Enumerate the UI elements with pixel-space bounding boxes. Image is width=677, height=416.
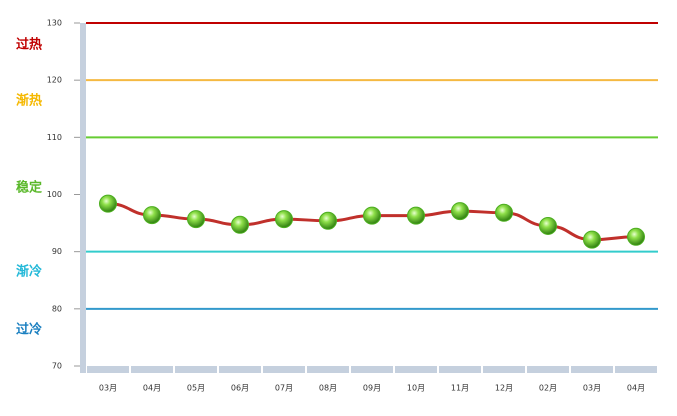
- data-point: [187, 210, 205, 229]
- x-band: [439, 366, 481, 373]
- data-point: [99, 194, 117, 213]
- x-tick-label: 09月: [363, 384, 381, 393]
- x-band: [351, 366, 393, 373]
- x-band: [571, 366, 613, 373]
- x-tick-label: 03月: [99, 384, 117, 393]
- data-point: [451, 202, 469, 221]
- y-axis-bar: [80, 23, 86, 373]
- zone-label: 过冷: [16, 322, 42, 338]
- x-tick-label: 07月: [275, 384, 293, 393]
- x-tick-label: 10月: [407, 384, 425, 393]
- x-band: [87, 366, 129, 373]
- zone-label: 过热: [16, 37, 42, 53]
- x-band: [131, 366, 173, 373]
- data-point: [407, 206, 425, 225]
- x-band: [263, 366, 305, 373]
- data-point: [231, 215, 249, 234]
- y-tick-label: 90: [52, 247, 62, 256]
- data-point: [275, 210, 293, 229]
- data-point: [627, 227, 645, 246]
- x-band: [175, 366, 217, 373]
- y-tick-label: 100: [47, 190, 62, 199]
- x-band: [395, 366, 437, 373]
- x-band: [307, 366, 349, 373]
- x-tick-label: 04月: [143, 384, 161, 393]
- x-tick-label: 12月: [495, 384, 513, 393]
- data-point: [539, 216, 557, 235]
- y-tick-label: 120: [47, 76, 62, 85]
- y-tick-label: 110: [47, 133, 62, 142]
- x-tick-label: 11月: [451, 384, 469, 393]
- x-tick-label: 05月: [187, 384, 205, 393]
- x-band: [219, 366, 261, 373]
- zone-label: 渐热: [16, 93, 42, 109]
- y-tick-label: 70: [52, 362, 62, 371]
- zone-label: 稳定: [16, 180, 42, 196]
- x-tick-label: 08月: [319, 384, 337, 393]
- x-tick-label: 02月: [539, 384, 557, 393]
- x-tick-label: 03月: [583, 384, 601, 393]
- zone-label: 渐冷: [16, 264, 42, 280]
- y-tick-label: 130: [47, 19, 62, 28]
- data-point: [495, 203, 513, 222]
- data-point: [363, 206, 381, 225]
- data-point: [319, 211, 337, 230]
- data-point: [583, 230, 601, 249]
- x-band: [527, 366, 569, 373]
- x-tick-label: 06月: [231, 384, 249, 393]
- x-band: [483, 366, 525, 373]
- data-point: [143, 206, 161, 225]
- y-tick-label: 80: [52, 304, 62, 313]
- x-band: [615, 366, 657, 373]
- x-tick-label: 04月: [627, 384, 645, 393]
